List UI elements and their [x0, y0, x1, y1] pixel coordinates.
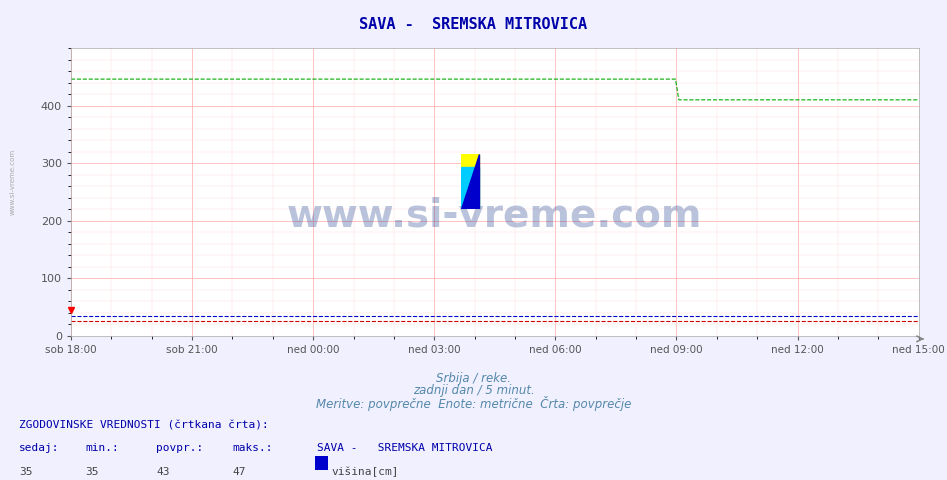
Text: 47: 47	[232, 467, 245, 477]
Text: SAVA -  SREMSKA MITROVICA: SAVA - SREMSKA MITROVICA	[360, 17, 587, 32]
Text: maks.:: maks.:	[232, 443, 273, 453]
Text: povpr.:: povpr.:	[156, 443, 204, 453]
Text: višina[cm]: višina[cm]	[331, 467, 399, 478]
Polygon shape	[461, 168, 479, 209]
Text: 35: 35	[19, 467, 32, 477]
Text: SAVA -   SREMSKA MITROVICA: SAVA - SREMSKA MITROVICA	[317, 443, 492, 453]
Text: sedaj:: sedaj:	[19, 443, 60, 453]
Bar	[461, 154, 479, 209]
Text: zadnji dan / 5 minut.: zadnji dan / 5 minut.	[413, 384, 534, 397]
Text: Meritve: povprečne  Enote: metrične  Črta: povprečje: Meritve: povprečne Enote: metrične Črta:…	[315, 396, 632, 411]
Text: min.:: min.:	[85, 443, 119, 453]
Text: 43: 43	[156, 467, 170, 477]
Text: ZGODOVINSKE VREDNOSTI (črtkana črta):: ZGODOVINSKE VREDNOSTI (črtkana črta):	[19, 420, 269, 430]
Text: 35: 35	[85, 467, 98, 477]
Polygon shape	[461, 154, 479, 209]
Text: Srbija / reke.: Srbija / reke.	[436, 372, 511, 385]
Text: www.si-vreme.com: www.si-vreme.com	[9, 149, 15, 216]
Text: www.si-vreme.com: www.si-vreme.com	[287, 196, 703, 234]
